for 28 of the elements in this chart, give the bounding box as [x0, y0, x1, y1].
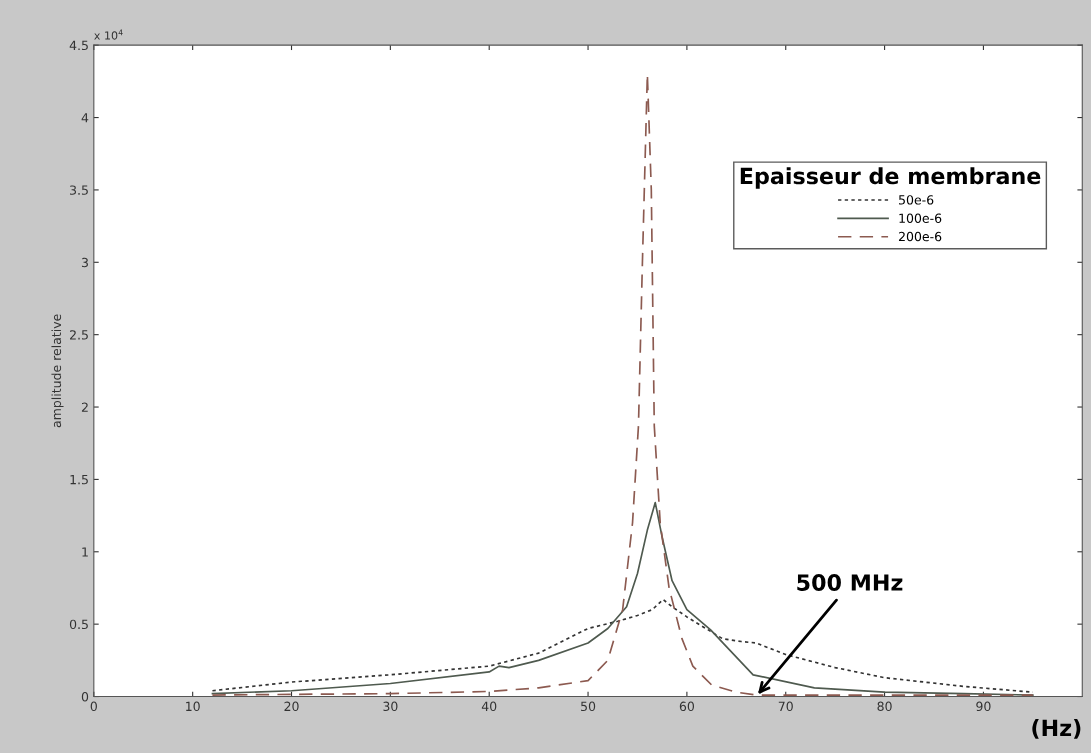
y-tick-label: 4.5	[69, 40, 88, 51]
x-tick-label: 70	[778, 701, 793, 712]
legend-label: 100e-6	[899, 213, 942, 223]
y-tick-label: 4	[81, 113, 89, 123]
y-axis-title: amplitude relative	[51, 314, 64, 428]
y-tick-label: 3	[81, 257, 88, 268]
y-tick-label: 2.5	[70, 330, 88, 340]
y-tick-label: 0	[81, 692, 89, 702]
legend-title: Epaisseur de membrane	[740, 167, 1041, 189]
x-tick-label: 60	[679, 701, 695, 712]
y-tick-label: 0.5	[69, 619, 88, 630]
y-tick-label: 3.5	[70, 185, 88, 195]
legend-label: 50e-6	[899, 195, 934, 205]
y-tick-label: 2	[81, 402, 88, 412]
y-tick-label: 1	[82, 547, 88, 557]
y-tick-label: 1.5	[70, 475, 88, 485]
text: x 10$^{4}$	[94, 29, 123, 40]
x-tick-label: 20	[284, 701, 299, 712]
legend-label: 200e-6	[898, 231, 942, 242]
x-tick-label: 80	[877, 701, 892, 712]
x-tick-label: 90	[976, 701, 991, 712]
x-axis-title: (Hz)	[1032, 719, 1081, 739]
x-tick-label: 40	[481, 701, 497, 712]
x-tick-label: 10	[186, 701, 200, 712]
annotation: 500 MHz	[797, 574, 903, 591]
x-tick-label: 50	[581, 701, 596, 712]
x-tick-label: 30	[383, 701, 398, 712]
x-tick-label: 0	[90, 701, 97, 712]
